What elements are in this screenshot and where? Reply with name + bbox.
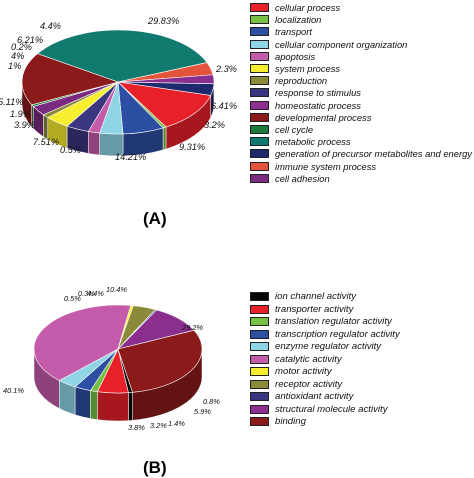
chart-a-data-label: 7.51% (33, 137, 59, 147)
legend-swatch (250, 52, 269, 61)
chart-b-data-label: 40.1% (3, 386, 24, 395)
legend-swatch (250, 305, 269, 314)
chart-a-slice-side (163, 127, 166, 150)
chart-a-data-label: 1% (8, 61, 21, 71)
legend-label: homeostatic process (275, 100, 361, 111)
chart-a-data-label: 6.21% (17, 35, 43, 45)
legend-swatch (250, 40, 269, 49)
legend-swatch (250, 113, 269, 122)
legend-label: apoptosis (275, 51, 315, 62)
chart-b-slice-side (128, 392, 132, 420)
legend-label: cellular component organization (275, 39, 407, 50)
chart-b-data-label: 5.9% (194, 407, 211, 416)
chart-a-data-label: 4% (11, 51, 24, 61)
legend-label: structural molecule activity (275, 404, 388, 415)
legend-swatch (250, 137, 269, 146)
legend-label: localization (275, 14, 321, 25)
legend-label: response to stimulus (275, 87, 361, 98)
legend-swatch (250, 88, 269, 97)
legend-label: catalytic activity (275, 354, 342, 365)
legend-label: transporter activity (275, 304, 353, 315)
chart-a-data-label: 6.41% (211, 101, 237, 111)
legend-label: cell cycle (275, 124, 313, 135)
legend-label: metabolic process (275, 136, 351, 147)
chart-b-slice-side (90, 391, 97, 420)
legend-swatch (250, 149, 269, 158)
chart-a-data-label: 4.4% (40, 21, 61, 31)
legend-label: transcription regulator activity (275, 329, 400, 340)
chart-b-data-label: 3.2% (150, 421, 167, 430)
chart-b-data-label: 0.3% (78, 289, 95, 298)
legend-label: system process (275, 63, 340, 74)
chart-b-slice-side (75, 387, 90, 419)
legend-label: cellular process (275, 2, 340, 13)
legend-swatch (250, 15, 269, 24)
legend-swatch (250, 3, 269, 12)
chart-b-slice-side (98, 392, 129, 421)
legend-label: generation of precursor metabolites and … (275, 148, 472, 159)
chart-b-data-label: 3.8% (128, 423, 145, 432)
chart-a-data-label: 1.9% (10, 109, 31, 119)
legend-swatch (250, 417, 269, 426)
legend-swatch (250, 342, 269, 351)
legend-label: motor activity (275, 366, 332, 377)
legend-label: binding (275, 416, 306, 427)
chart-a-data-label: 5.11% (0, 97, 23, 107)
panel-label-a: (A) (143, 209, 167, 229)
panel-label-b: (B) (143, 458, 167, 478)
chart-a-data-label: 3.9% (14, 120, 35, 130)
chart-a-data-label: 3.2% (204, 120, 225, 130)
legend-swatch (250, 125, 269, 134)
legend-swatch (250, 76, 269, 85)
legend-swatch (250, 174, 269, 183)
legend-label: enzyme regulator activity (275, 341, 381, 352)
chart-a-slice-side (88, 131, 99, 155)
legend-swatch (250, 162, 269, 171)
legend-swatch (250, 292, 269, 301)
legend-label: immune system process (275, 161, 376, 172)
chart-a-data-label: 29.83% (147, 16, 179, 26)
legend-swatch (250, 392, 269, 401)
legend-swatch (250, 380, 269, 389)
legend-label: receptor activity (275, 379, 342, 390)
chart-a-data-label: 14.21% (115, 152, 146, 162)
legend-swatch (250, 64, 269, 73)
chart-a-data-label: 9.31% (179, 142, 205, 152)
legend-label: translation regulator activity (275, 316, 392, 327)
chart-b-data-label: 10.4% (106, 285, 127, 294)
legend-label: cell adhesion (275, 173, 330, 184)
legend-swatch (250, 367, 269, 376)
chart-a-data-label: 0.5% (60, 145, 81, 155)
legend-swatch (250, 405, 269, 414)
legend-swatch (250, 101, 269, 110)
chart-a-slice-side (43, 115, 47, 140)
chart-b-data-label: 0.8% (203, 397, 220, 406)
legend-label: antioxidant activity (275, 391, 353, 402)
legend-label: reproduction (275, 75, 327, 86)
legend-swatch (250, 317, 269, 326)
legend-label: transport (275, 26, 312, 37)
chart-b-data-label: 29.2% (181, 323, 203, 332)
legend-swatch (250, 355, 269, 364)
chart-a-data-label: 2.3% (215, 64, 237, 74)
legend-label: ion channel activity (275, 291, 356, 302)
legend-swatch (250, 330, 269, 339)
legend-swatch (250, 27, 269, 36)
legend-label: developmental process (275, 112, 371, 123)
chart-b-data-label: 1.4% (168, 419, 185, 428)
chart-b-pie (34, 305, 202, 421)
